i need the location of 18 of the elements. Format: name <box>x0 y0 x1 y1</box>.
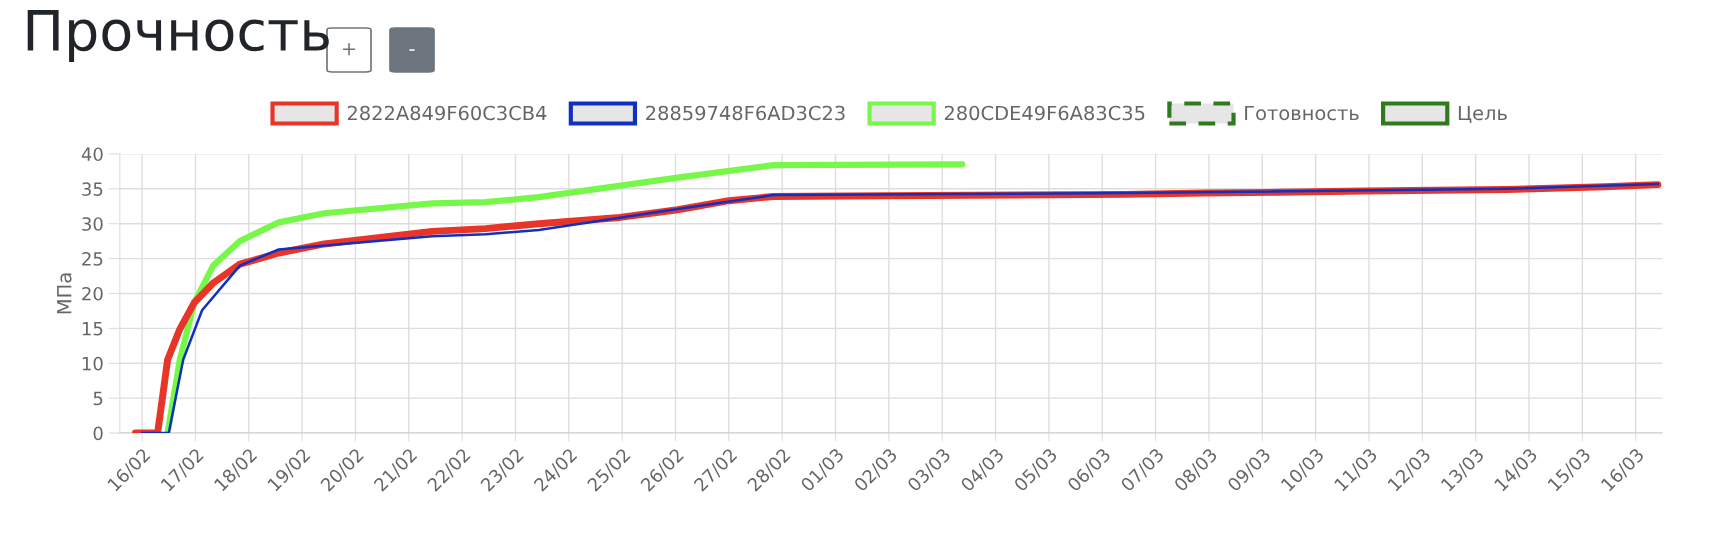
y-tick-label: 35 <box>82 182 103 196</box>
legend-label: Готовность <box>1245 105 1359 121</box>
y-tick-label: 5 <box>93 391 103 406</box>
y-tick-label: 10 <box>82 356 103 371</box>
legend-label: 2822A849F60C3CB4 <box>347 105 547 121</box>
text: + <box>342 43 356 56</box>
chart-title: Прочность <box>27 10 329 63</box>
legend-label: Цель <box>1458 105 1507 124</box>
legend-label: 28859748F6AD3C23 <box>646 105 845 121</box>
y-tick-label: 20 <box>82 286 103 301</box>
y-axis-title: МПа <box>57 273 72 314</box>
legend-label: 280CDE49F6A83C35 <box>944 105 1145 121</box>
y-tick-label: 30 <box>82 217 103 231</box>
y-tick-label: 15 <box>82 322 103 336</box>
text: - <box>409 49 415 51</box>
y-tick-label: 0 <box>93 426 103 441</box>
y-tick-label: 25 <box>82 252 103 266</box>
y-tick-label: 40 <box>81 147 103 162</box>
